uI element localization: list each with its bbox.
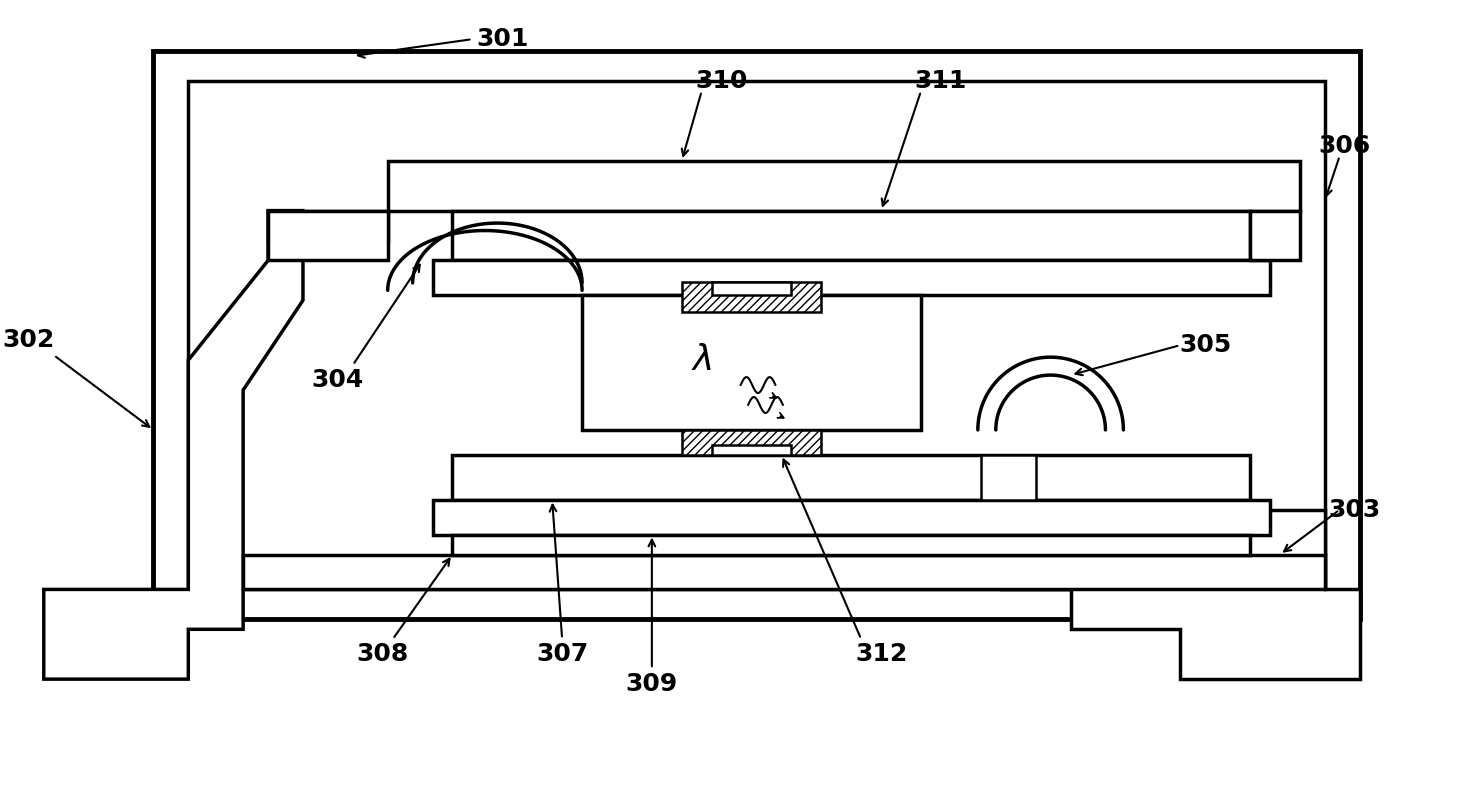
- Polygon shape: [453, 535, 1250, 555]
- Polygon shape: [153, 51, 1359, 620]
- Text: 306: 306: [1318, 134, 1371, 158]
- Polygon shape: [583, 296, 921, 430]
- Polygon shape: [432, 261, 1269, 296]
- Polygon shape: [712, 283, 791, 296]
- Polygon shape: [981, 455, 1036, 500]
- Text: 312: 312: [855, 642, 908, 666]
- Polygon shape: [243, 555, 1325, 590]
- Polygon shape: [268, 211, 388, 261]
- Text: 309: 309: [625, 672, 678, 696]
- Polygon shape: [453, 211, 1250, 261]
- Polygon shape: [388, 160, 1300, 211]
- Text: 308: 308: [356, 642, 409, 666]
- Text: 311: 311: [915, 69, 966, 93]
- Polygon shape: [44, 211, 303, 679]
- Text: 302: 302: [3, 328, 54, 352]
- Polygon shape: [712, 445, 791, 455]
- Polygon shape: [268, 211, 388, 241]
- Text: 307: 307: [535, 642, 588, 666]
- Text: $\lambda$: $\lambda$: [691, 343, 712, 377]
- Text: 310: 310: [696, 69, 747, 93]
- Polygon shape: [432, 500, 1269, 535]
- Polygon shape: [681, 430, 821, 455]
- Text: 301: 301: [477, 28, 528, 51]
- Text: 304: 304: [312, 368, 363, 392]
- Polygon shape: [453, 455, 1250, 500]
- Text: 303: 303: [1328, 497, 1381, 522]
- Polygon shape: [1000, 509, 1359, 679]
- Text: 305: 305: [1180, 333, 1231, 357]
- Polygon shape: [188, 81, 1325, 590]
- Polygon shape: [1250, 211, 1300, 261]
- Polygon shape: [681, 283, 821, 313]
